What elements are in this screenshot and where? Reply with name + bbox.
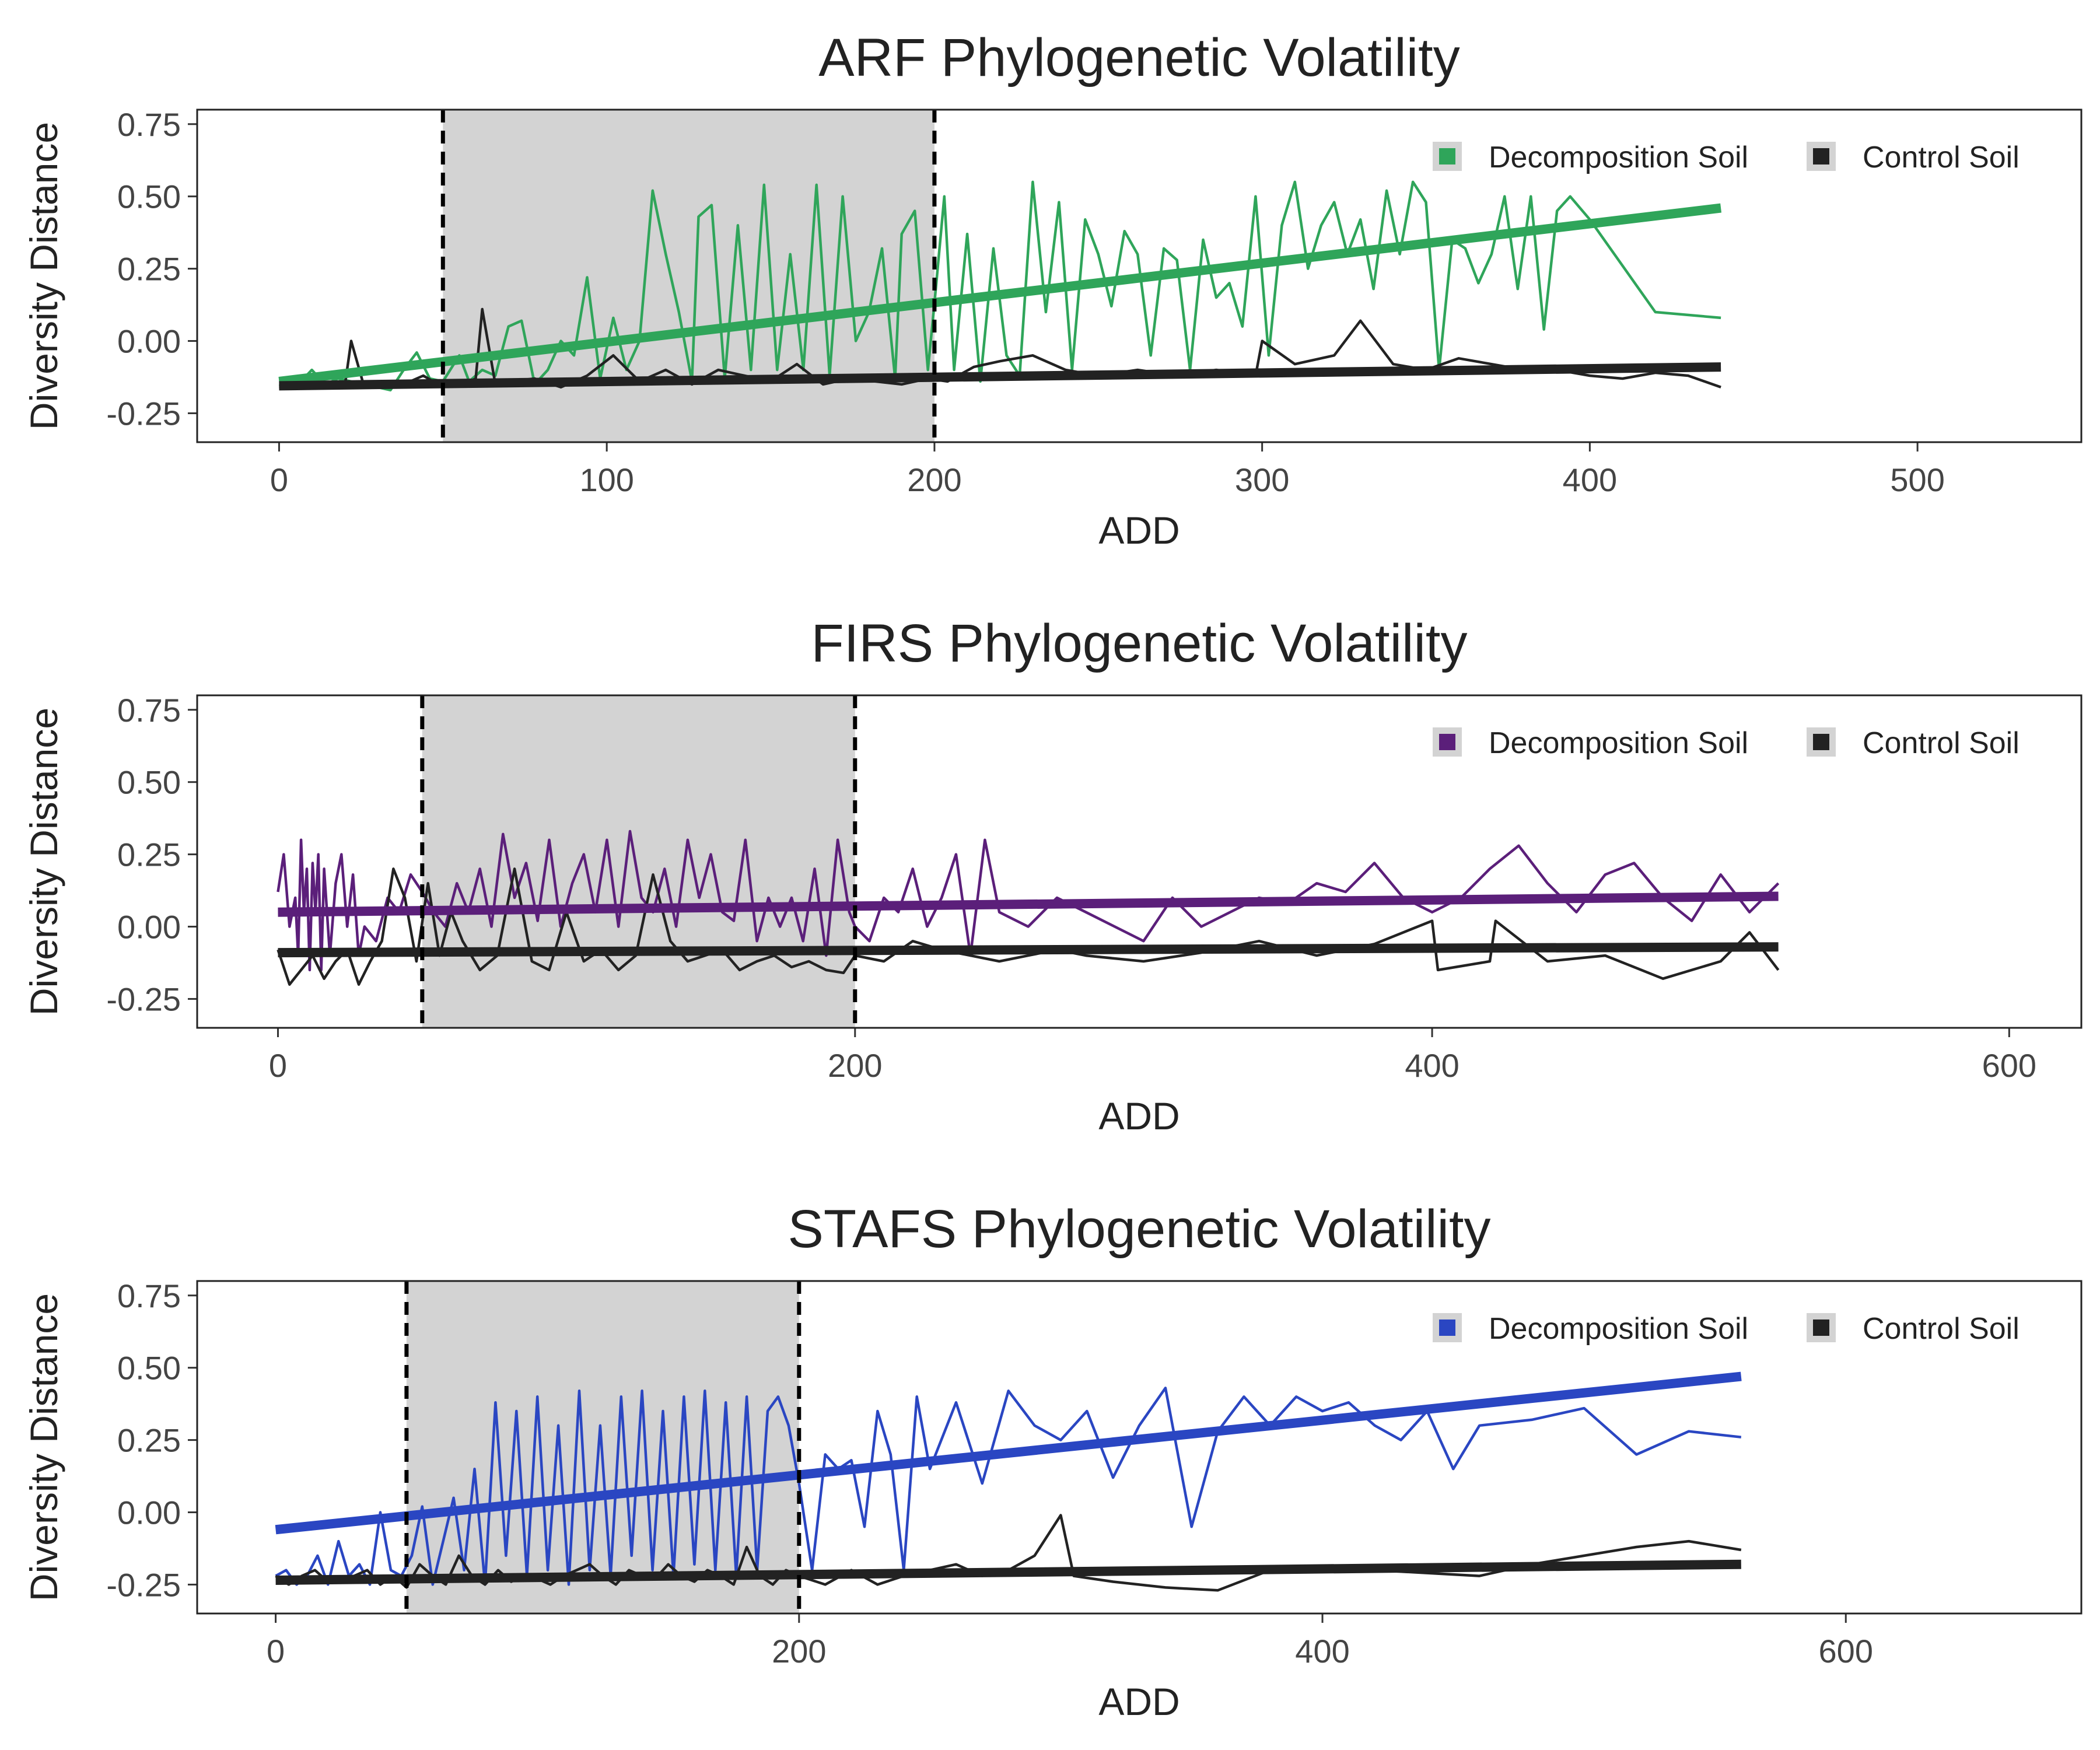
y-axis-label: Diversity Distance (22, 1293, 65, 1601)
x-tick-label: 500 (1890, 461, 1944, 498)
decomposition-trend-line (278, 891, 1779, 917)
chart-title: STAFS Phylogenetic Volatility (788, 1199, 1490, 1259)
panel-border (196, 694, 2082, 1029)
x-tick-label: 0 (270, 461, 288, 498)
x-axis-label: ADD (1098, 1680, 1180, 1723)
control-trend-line (275, 1559, 1741, 1585)
y-tick-label: -0.25 (106, 395, 181, 432)
y-tick-label: 0.25 (117, 251, 181, 288)
panel-border (196, 1280, 2082, 1615)
y-tick-label: 0.75 (117, 1278, 181, 1314)
legend: Decomposition Soil Control Soil (1433, 141, 2020, 174)
x-tick-label: 100 (579, 461, 634, 498)
y-axis-label: Diversity Distance (22, 122, 65, 430)
x-tick-label: 200 (828, 1047, 882, 1084)
chart-panel-2: FIRS Phylogenetic Volatility -0.25 0.00 0.2… (22, 614, 2082, 1138)
y-tick-label: 0.00 (117, 909, 181, 946)
plot-area (278, 180, 1722, 392)
x-tick-label: 400 (1563, 461, 1617, 498)
y-tick-label: 0.75 (117, 692, 181, 729)
legend-label-control: Control Soil (1863, 141, 2020, 174)
decomposition-trend-line (275, 1371, 1742, 1535)
y-tick-label: -0.25 (106, 981, 181, 1017)
y-tick-label: -0.25 (106, 1566, 181, 1603)
y-tick-label: 0.50 (117, 178, 181, 215)
legend-swatch-decomposition (1439, 734, 1455, 750)
x-tick-label: 300 (1235, 461, 1289, 498)
shaded-region (422, 695, 855, 1028)
y-tick-label: 0.50 (117, 1350, 181, 1387)
legend-swatch-control (1813, 148, 1829, 164)
plot-area (275, 1371, 1742, 1592)
plot-area (276, 830, 1780, 986)
x-tick-label: 200 (907, 461, 961, 498)
legend-label-decomposition: Decomposition Soil (1489, 726, 1748, 760)
x-axis-label: ADD (1098, 1094, 1180, 1138)
control-trend-line (279, 362, 1721, 391)
x-axis-label: ADD (1098, 509, 1180, 552)
chart-panel-1: ARF Phylogenetic Volatility -0.25 0.00 0.25… (22, 28, 2082, 552)
legend-swatch-control (1813, 1320, 1829, 1336)
chart-panel-3: STAFS Phylogenetic Volatility -0.25 0.00 0.… (22, 1199, 2082, 1723)
y-tick-label: 0.25 (117, 836, 181, 873)
y-tick-label: 0.25 (117, 1422, 181, 1459)
shaded-region (443, 110, 935, 442)
chart-title: FIRS Phylogenetic Volatility (811, 614, 1468, 673)
legend-label-control: Control Soil (1863, 726, 2020, 760)
y-tick-label: 0.00 (117, 1494, 181, 1531)
x-tick-label: 400 (1295, 1633, 1349, 1670)
legend-label-control: Control Soil (1863, 1312, 2020, 1346)
x-tick-label: 0 (269, 1047, 287, 1084)
legend: Decomposition Soil Control Soil (1433, 1312, 2020, 1346)
y-tick-label: 0.50 (117, 764, 181, 801)
decomposition-trend-line (278, 203, 1722, 386)
y-axis-label: Diversity Distance (22, 708, 65, 1016)
legend-swatch-decomposition (1439, 148, 1455, 164)
x-tick-label: 400 (1405, 1047, 1459, 1084)
y-tick-label: 0.75 (117, 106, 181, 143)
x-tick-label: 0 (267, 1633, 285, 1670)
control-trend-line (278, 942, 1779, 958)
y-tick-label: 0.00 (117, 323, 181, 360)
legend-label-decomposition: Decomposition Soil (1489, 1312, 1748, 1346)
panel-border (196, 108, 2082, 443)
legend-label-decomposition: Decomposition Soil (1489, 141, 1748, 174)
x-tick-label: 600 (1982, 1047, 2036, 1084)
decomposition-series-line (275, 1387, 1742, 1586)
x-tick-label: 600 (1819, 1633, 1873, 1670)
control-series-line (275, 1514, 1742, 1592)
legend: Decomposition Soil Control Soil (1433, 726, 2020, 760)
decomposition-series-line (279, 180, 1721, 392)
chart-title: ARF Phylogenetic Volatility (818, 28, 1460, 88)
legend-swatch-control (1813, 734, 1829, 750)
legend-swatch-decomposition (1439, 1320, 1455, 1336)
x-tick-label: 200 (772, 1633, 826, 1670)
